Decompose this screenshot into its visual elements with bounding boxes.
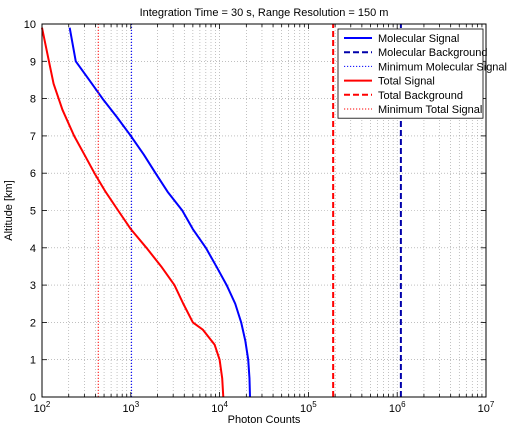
y-tick-label: 0 bbox=[30, 392, 36, 404]
x-tick-label: 102 bbox=[34, 400, 51, 415]
x-tick-label-base: 10 bbox=[211, 403, 223, 415]
x-tick-label-base: 10 bbox=[300, 403, 312, 415]
x-tick-label-exponent: 6 bbox=[401, 400, 406, 409]
x-tick-label: 107 bbox=[478, 400, 495, 415]
y-tick-label: 9 bbox=[30, 56, 36, 68]
x-tick-label-base: 10 bbox=[478, 403, 490, 415]
legend: Molecular Signal Molecular Background Mini… bbox=[337, 28, 507, 119]
y-axis-label: Altitude [km] bbox=[3, 180, 15, 241]
chart-title: Integration Time = 30 s, Range Resolutio… bbox=[140, 7, 389, 19]
x-tick-label-exponent: 4 bbox=[223, 400, 228, 409]
y-tick-label: 8 bbox=[30, 94, 36, 106]
x-tick-label-base: 10 bbox=[122, 403, 134, 415]
y-tick-label: 3 bbox=[30, 280, 36, 292]
y-tick-label: 6 bbox=[30, 168, 36, 180]
x-tick-label-exponent: 3 bbox=[135, 400, 140, 409]
x-tick-label-base: 10 bbox=[34, 403, 46, 415]
x-tick-label: 106 bbox=[389, 400, 406, 415]
y-tick-label: 7 bbox=[30, 131, 36, 143]
series-total-signal bbox=[41, 27, 225, 398]
legend-label: Total Signal bbox=[378, 76, 435, 88]
x-axis-label: Photon Counts bbox=[228, 414, 301, 426]
x-tick-label-exponent: 2 bbox=[46, 400, 51, 409]
y-tick-label: 4 bbox=[30, 243, 36, 255]
legend-label: Molecular Background bbox=[378, 47, 487, 59]
x-tick-label: 103 bbox=[122, 400, 139, 415]
x-tick-label-base: 10 bbox=[389, 403, 401, 415]
x-tick-label-exponent: 5 bbox=[312, 400, 317, 409]
legend-label: Minimum Total Signal bbox=[378, 104, 482, 116]
x-tick-label: 104 bbox=[211, 400, 228, 415]
y-tick-label: 1 bbox=[30, 355, 36, 367]
y-tick-label: 5 bbox=[30, 206, 36, 218]
x-tick-label-exponent: 7 bbox=[490, 400, 495, 409]
legend-label: Minimum Molecular Signal bbox=[378, 61, 507, 73]
y-tick-label: 2 bbox=[30, 317, 36, 329]
legend-box bbox=[337, 28, 484, 119]
y-tick-label: 10 bbox=[24, 19, 36, 31]
axes bbox=[41, 23, 487, 398]
x-tick-label: 105 bbox=[300, 400, 317, 415]
legend-label: Total Background bbox=[378, 90, 463, 102]
series-molecular-signal bbox=[68, 27, 252, 398]
legend-label: Molecular Signal bbox=[378, 33, 459, 45]
